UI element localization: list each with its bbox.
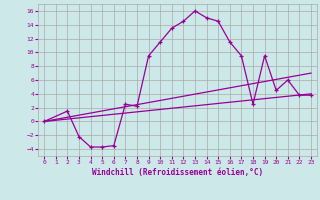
X-axis label: Windchill (Refroidissement éolien,°C): Windchill (Refroidissement éolien,°C): [92, 168, 263, 177]
